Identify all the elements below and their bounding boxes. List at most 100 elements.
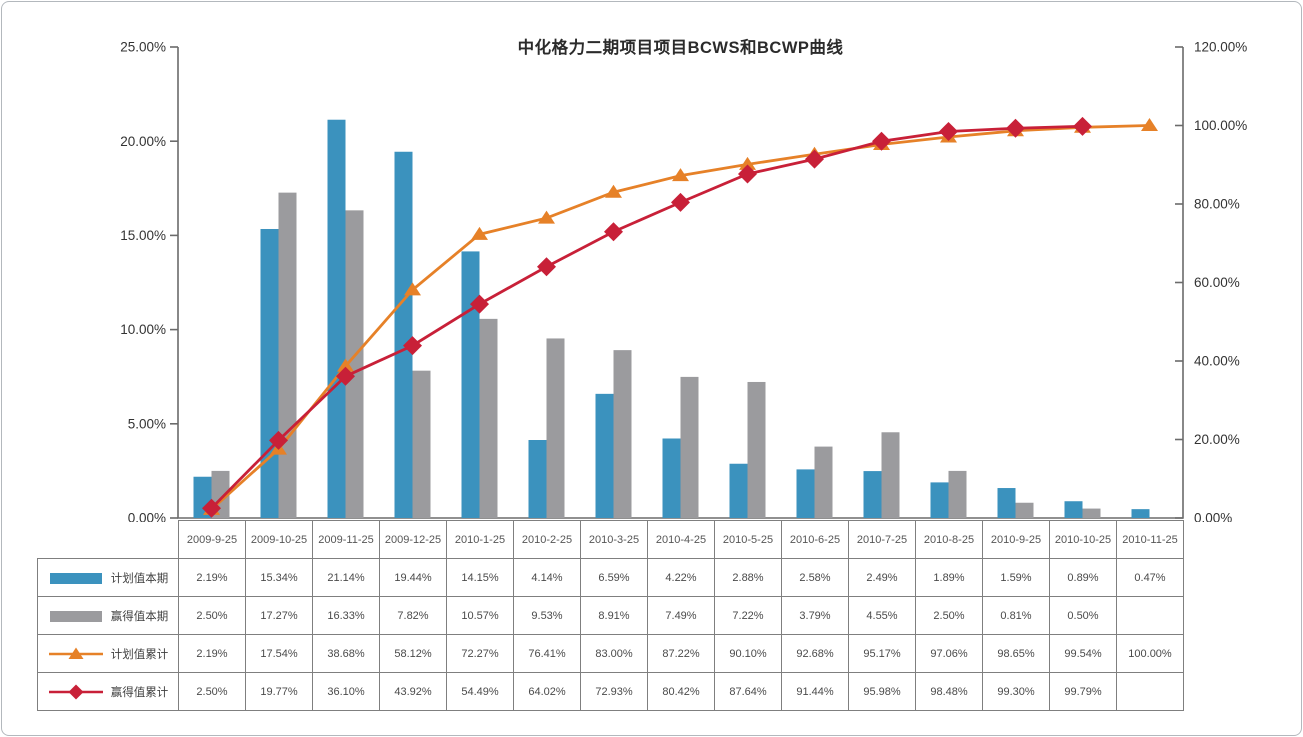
legend-label-earned-cumulative: 赢得值累计 <box>110 686 169 699</box>
line-path-earned-cumulative <box>210 124 1083 510</box>
triangle-marker-icon <box>605 184 622 198</box>
diamond-marker-icon <box>872 131 891 151</box>
table-cell-earned-cumulative: 43.92% <box>379 672 447 711</box>
table-cell-planned-cumulative: 38.68% <box>312 634 380 673</box>
left-axis-tick-label: 20.00% <box>120 134 166 149</box>
table-date-header: 2010-5-25 <box>714 520 782 559</box>
bar-earned-current <box>680 376 699 518</box>
diamond-marker-icon <box>939 121 958 141</box>
left-axis-tick-label: 5.00% <box>128 416 166 431</box>
left-axis-tick-label: 15.00% <box>120 228 166 243</box>
table-cell-planned-current: 2.49% <box>848 558 916 597</box>
right-axis-tick-label: 80.00% <box>1194 197 1240 212</box>
bar-planned-current <box>662 438 681 518</box>
table-row-planned-cumulative: 计划值累计 2.19% 17.54% 38.68% 58.12% 72.27% 76.41%… <box>37 634 1184 673</box>
table-cell-planned-current: 2.58% <box>781 558 849 597</box>
bar-planned-current <box>729 463 748 518</box>
legend-label-earned-current: 赢得值本期 <box>110 610 169 623</box>
table-cell-planned-cumulative: 99.54% <box>1049 634 1117 673</box>
table-cell-planned-current: 1.59% <box>982 558 1050 597</box>
triangle-line-swatch-icon <box>48 647 103 659</box>
triangle-marker-icon <box>1141 118 1158 131</box>
table-date-header: 2009-9-25 <box>178 520 246 559</box>
right-axis-tick-label: 100.00% <box>1194 118 1247 133</box>
table-cell-earned-cumulative: 80.42% <box>647 672 715 711</box>
bar-planned-current <box>796 469 815 518</box>
table-cell-earned-cumulative: 99.79% <box>1049 672 1117 711</box>
diamond-marker-icon <box>336 366 355 386</box>
table-cell-earned-cumulative: 19.77% <box>245 672 313 711</box>
bar-series-planned-current <box>193 119 1150 519</box>
table-cell-planned-current: 15.34% <box>245 558 313 597</box>
table-cell-earned-current: 7.82% <box>379 596 447 635</box>
table-date-header: 2009-10-25 <box>245 520 313 559</box>
legend-earned-cumulative: 赢得值累计 <box>37 672 179 711</box>
table-cell-planned-cumulative: 92.68% <box>781 634 849 673</box>
legend-planned-current: 计划值本期 <box>37 558 179 597</box>
table-cell-planned-cumulative: 2.19% <box>178 634 246 673</box>
table-cell-earned-current: 3.79% <box>781 596 849 635</box>
right-axis-tick-label: 120.00% <box>1194 40 1247 55</box>
right-axis-tick-label: 20.00% <box>1194 432 1240 447</box>
bar-earned-current <box>948 470 967 518</box>
table-cell-earned-cumulative <box>1116 672 1184 711</box>
diamond-marker-icon <box>470 294 489 314</box>
table-date-header: 2010-9-25 <box>982 520 1050 559</box>
table-date-header: 2009-11-25 <box>312 520 380 559</box>
table-cell-earned-current <box>1116 596 1184 635</box>
bar-planned-current <box>327 119 346 518</box>
bar-earned-current <box>345 210 364 518</box>
left-axis-tick-label: 25.00% <box>120 40 166 55</box>
bar-planned-current <box>930 482 949 518</box>
line-series-earned-cumulative <box>202 116 1092 518</box>
bar-earned-current <box>881 432 900 518</box>
triangle-marker-icon <box>739 156 756 170</box>
diamond-marker-icon <box>604 222 623 242</box>
table-cell-planned-cumulative: 100.00% <box>1116 634 1184 673</box>
table-cell-earned-cumulative: 87.64% <box>714 672 782 711</box>
table-cell-planned-cumulative: 87.22% <box>647 634 715 673</box>
table-cell-planned-current: 2.19% <box>178 558 246 597</box>
bar-planned-current <box>863 471 882 518</box>
bar-earned-current <box>613 350 632 518</box>
table-date-header: 2010-6-25 <box>781 520 849 559</box>
table-cell-earned-cumulative: 54.49% <box>446 672 514 711</box>
table-cell-planned-cumulative: 72.27% <box>446 634 514 673</box>
bar-planned-current <box>461 251 480 518</box>
bar-planned-current <box>394 151 413 518</box>
diamond-marker-icon <box>269 430 288 450</box>
diamond-marker-icon <box>738 164 757 184</box>
table-cell-planned-cumulative: 95.17% <box>848 634 916 673</box>
bar-planned-current <box>997 488 1016 518</box>
table-cell-planned-cumulative: 97.06% <box>915 634 983 673</box>
table-cell-earned-cumulative: 95.98% <box>848 672 916 711</box>
table-cell-earned-current: 10.57% <box>446 596 514 635</box>
table-cell-earned-current: 16.33% <box>312 596 380 635</box>
table-date-header: 2010-2-25 <box>513 520 581 559</box>
bar-earned-current <box>546 338 565 518</box>
bar-earned-current <box>1015 502 1034 518</box>
legend-earned-current: 赢得值本期 <box>37 596 179 635</box>
table-cell-earned-current: 17.27% <box>245 596 313 635</box>
diamond-marker-icon <box>805 149 824 169</box>
table-cell-earned-current: 2.50% <box>178 596 246 635</box>
triangle-marker-icon <box>337 358 354 372</box>
table-date-header: 2010-1-25 <box>446 520 514 559</box>
table-cell-planned-current: 1.89% <box>915 558 983 597</box>
right-axis-tick-label: 60.00% <box>1194 275 1240 290</box>
table-cell-earned-cumulative: 2.50% <box>178 672 246 711</box>
left-axis-tick-label: 10.00% <box>120 322 166 337</box>
table-cell-earned-current: 7.49% <box>647 596 715 635</box>
table-row-earned-cumulative: 赢得值累计 2.50% 19.77% 36.10% 43.92% 54.49% 64.02%… <box>37 672 1184 711</box>
right-axis-tick-label: 0.00% <box>1194 511 1232 522</box>
table-header-row: 2009-9-25 2009-10-25 2009-11-25 2009-12-25 2… <box>178 520 1184 559</box>
table-cell-earned-current: 7.22% <box>714 596 782 635</box>
bar-earned-current <box>412 370 431 518</box>
table-body: 计划值本期 2.19% 15.34% 21.14% 19.44% 14.15% 4.14% 6… <box>37 558 1184 711</box>
bar-earned-current <box>479 318 498 518</box>
diamond-marker-icon <box>1073 116 1092 136</box>
right-axis-tick-label: 40.00% <box>1194 354 1240 369</box>
table-row-earned-current: 赢得值本期 2.50% 17.27% 16.33% 7.82% 10.57% 9.53% 8.… <box>37 596 1184 635</box>
bar-planned-current <box>595 393 614 518</box>
table-date-header: 2009-12-25 <box>379 520 447 559</box>
